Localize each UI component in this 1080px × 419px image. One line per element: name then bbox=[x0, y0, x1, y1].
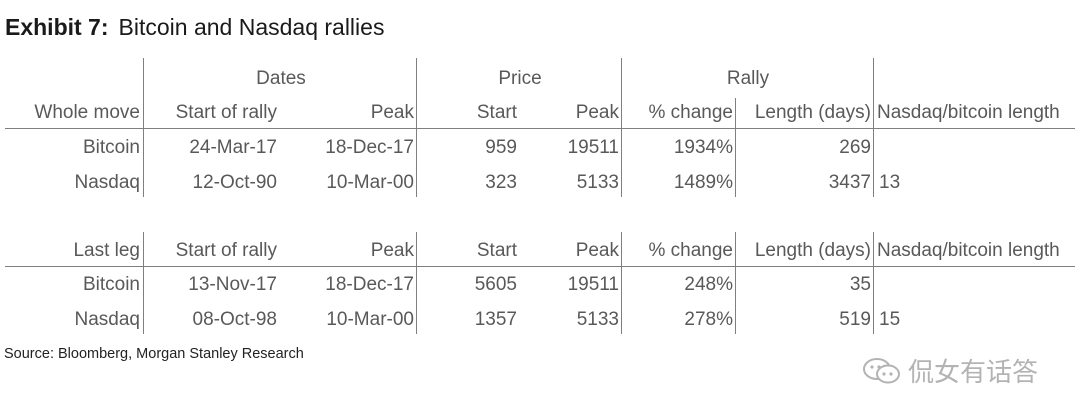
group-header-price: Price bbox=[498, 68, 542, 89]
header-whole-move: Whole move bbox=[34, 102, 140, 123]
watermark-text: 侃女有话答 bbox=[908, 358, 1039, 388]
row-nasdaq-ratio: 13 bbox=[879, 172, 901, 193]
header-pct-change-2: % change bbox=[648, 240, 733, 261]
header-peak-date-2: Peak bbox=[370, 240, 414, 261]
row-bitcoin-length-2: 35 bbox=[849, 274, 871, 295]
chat-bubble-icon bbox=[862, 356, 902, 386]
row-bitcoin-peak-date: 18-Dec-17 bbox=[325, 137, 414, 158]
row-nasdaq-peak-date-2: 10-Mar-00 bbox=[326, 309, 414, 330]
exhibit-title: Exhibit 7: Bitcoin and Nasdaq rallies bbox=[5, 14, 384, 41]
watermark: 侃女有话答 bbox=[862, 352, 1038, 389]
row-bitcoin-start-price-2: 5605 bbox=[474, 274, 517, 295]
divider-after-price-2 bbox=[621, 232, 622, 334]
exhibit-title-text: Bitcoin and Nasdaq rallies bbox=[118, 14, 385, 40]
header-peak-date: Peak bbox=[370, 102, 414, 123]
divider-after-label bbox=[143, 58, 144, 197]
divider-after-dates bbox=[416, 58, 417, 197]
header-last-leg: Last leg bbox=[73, 240, 140, 261]
header-length-days: Length (days) bbox=[754, 102, 871, 123]
row-bitcoin-peak-price: 19511 bbox=[567, 137, 619, 158]
row-nasdaq-start-price: 323 bbox=[485, 172, 517, 193]
row-nasdaq-ratio-2: 15 bbox=[879, 309, 901, 330]
divider-after-label-2 bbox=[143, 232, 144, 334]
row-nasdaq-pct-change-2: 278% bbox=[684, 309, 733, 330]
row-nasdaq-start-date-2: 08-Oct-98 bbox=[192, 309, 277, 330]
row-nasdaq-peak-price: 5133 bbox=[576, 172, 619, 193]
row-bitcoin-start-date: 24-Mar-17 bbox=[189, 137, 277, 158]
row-bitcoin-pct-change: 1934% bbox=[673, 137, 733, 158]
divider-after-dates-2 bbox=[416, 232, 417, 334]
divider-after-price bbox=[621, 58, 622, 197]
row-bitcoin-pct-change-2: 248% bbox=[684, 274, 733, 295]
row-bitcoin-start-date-2: 13-Nov-17 bbox=[188, 274, 277, 295]
divider-after-pct-2 bbox=[735, 232, 736, 334]
row-nasdaq-label: Nasdaq bbox=[74, 172, 141, 193]
header-start-of-rally: Start of rally bbox=[175, 102, 277, 123]
exhibit-number: Exhibit 7: bbox=[5, 14, 109, 40]
divider-after-rally bbox=[873, 58, 874, 197]
row-bitcoin-label-2: Bitcoin bbox=[82, 274, 140, 295]
header-peak-price-2: Peak bbox=[575, 240, 619, 261]
header-nasdaq-bitcoin-length-2: Nasdaq/bitcoin length bbox=[877, 240, 1060, 261]
row-nasdaq-start-date: 12-Oct-90 bbox=[192, 172, 277, 193]
row-nasdaq-peak-date: 10-Mar-00 bbox=[326, 172, 414, 193]
group-header-dates: Dates bbox=[256, 68, 306, 89]
row-nasdaq-start-price-2: 1357 bbox=[474, 309, 517, 330]
row-nasdaq-length-2: 519 bbox=[839, 309, 871, 330]
row-nasdaq-peak-price-2: 5133 bbox=[576, 309, 619, 330]
row-nasdaq-length: 3437 bbox=[828, 172, 871, 193]
header-start-price-2: Start bbox=[476, 240, 517, 261]
row-bitcoin-label: Bitcoin bbox=[82, 137, 140, 158]
divider-after-pct bbox=[735, 98, 736, 197]
source-note: Source: Bloomberg, Morgan Stanley Resear… bbox=[4, 346, 304, 362]
header-peak-price: Peak bbox=[575, 102, 619, 123]
divider-after-rally-2 bbox=[873, 232, 874, 334]
row-bitcoin-length: 269 bbox=[839, 137, 871, 158]
row-nasdaq-pct-change: 1489% bbox=[673, 172, 733, 193]
group-header-rally: Rally bbox=[726, 68, 770, 89]
header-nasdaq-bitcoin-length: Nasdaq/bitcoin length bbox=[877, 102, 1060, 123]
header-length-days-2: Length (days) bbox=[754, 240, 871, 261]
header-pct-change: % change bbox=[648, 102, 733, 123]
header-start-of-rally-2: Start of rally bbox=[175, 240, 277, 261]
row-nasdaq-label-2: Nasdaq bbox=[74, 309, 141, 330]
row-bitcoin-start-price: 959 bbox=[485, 137, 517, 158]
row-bitcoin-peak-price-2: 19511 bbox=[567, 274, 619, 295]
header-start-price: Start bbox=[476, 102, 517, 123]
row-bitcoin-peak-date-2: 18-Dec-17 bbox=[325, 274, 414, 295]
rule-under-header-2 bbox=[5, 266, 1075, 267]
rule-under-header-1 bbox=[5, 128, 1075, 129]
